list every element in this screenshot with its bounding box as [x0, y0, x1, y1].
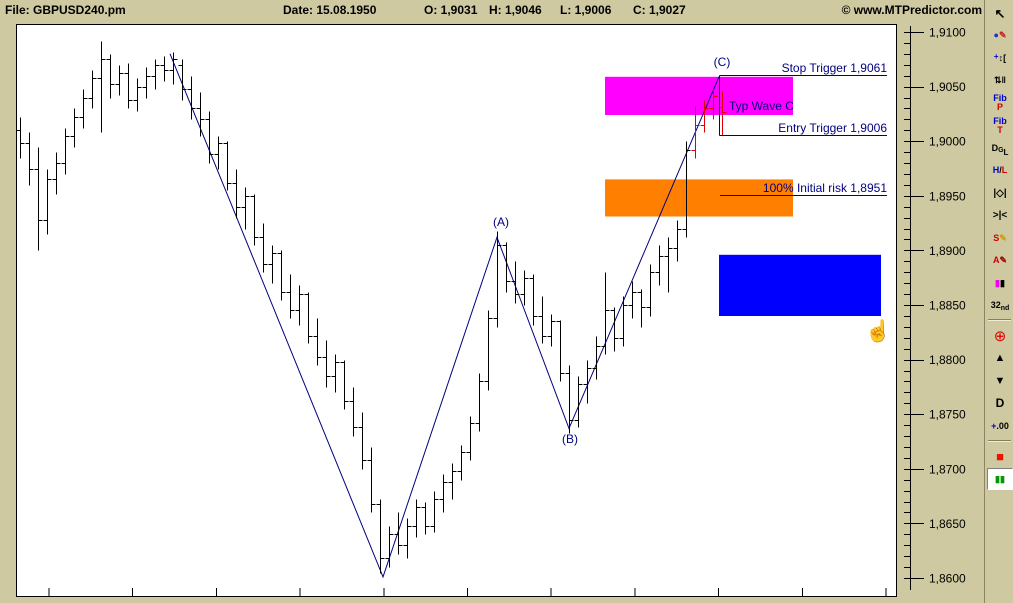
- x-axis-ticks: [48, 588, 887, 596]
- price-bars[interactable]: [16, 41, 691, 574]
- tool-select-button[interactable]: ↖: [987, 2, 1013, 24]
- wave-b-label: (B): [562, 432, 578, 446]
- tool-fib-time-button[interactable]: Fib T: [987, 115, 1013, 137]
- typical-wave-c-zone[interactable]: [605, 76, 793, 115]
- date-label: Date: 15.08.1950: [283, 3, 377, 17]
- tool-high-low-icon: L: [1001, 165, 1008, 175]
- tool-fib-price-button[interactable]: Fib P: [987, 92, 1013, 114]
- tool-expand-vertical-icon: +: [993, 51, 999, 61]
- tool-expand-vertical-icon: ↕: [998, 52, 1004, 63]
- y-axis-major-ticks: [904, 32, 924, 579]
- price-bars-recent[interactable]: [691, 90, 727, 159]
- tool-fib-time-icon: T: [997, 124, 1003, 135]
- tool-scroll-down-button[interactable]: ▼: [987, 370, 1013, 392]
- tool-decimal-button[interactable]: + .00: [987, 415, 1013, 437]
- tool-draw-a-icon: A: [992, 255, 1000, 265]
- tool-select-icon: ↖: [994, 5, 1006, 21]
- entry-trigger-label[interactable]: Entry Trigger 1,9006: [778, 121, 887, 135]
- close-value-label: C: 1,9027: [633, 3, 686, 17]
- file-name-label: File: GBPUSD240.pm: [5, 3, 126, 17]
- tool-scroll-down-icon: ▼: [994, 374, 1006, 387]
- tool-colored-bars-button[interactable]: ▮ ▮: [987, 272, 1013, 294]
- tool-draw-s-icon: ✎: [999, 232, 1007, 243]
- copyright-label: © www.MTPredictor.com: [841, 3, 982, 17]
- y-axis-label: 1,9000: [929, 135, 966, 149]
- y-axis-label: 1,8850: [929, 299, 966, 313]
- tool-shift-bars-button[interactable]: ⇅ ‖: [987, 70, 1013, 92]
- y-axis-label: 1,9050: [929, 80, 966, 94]
- typical-wave-c-label: Typ Wave C: [729, 99, 794, 113]
- tool-draw-a-icon: ✎: [999, 255, 1008, 265]
- tool-stop-icon: ■: [996, 449, 1004, 464]
- tool-colored-bars-icon: ▮: [1000, 277, 1005, 288]
- tool-isolate-bar-icon: |◇|: [993, 187, 1007, 199]
- trade-trigger-lines[interactable]: [719, 75, 888, 196]
- tool-shift-bars-icon: ‖: [1001, 75, 1007, 85]
- toolbar-divider: [988, 319, 1011, 321]
- tool-high-low-button[interactable]: H / L: [987, 160, 1013, 182]
- tool-stop-button[interactable]: ■: [987, 446, 1013, 468]
- y-axis-label: 1,9100: [929, 26, 966, 40]
- tool-dgl-icon: G: [998, 146, 1004, 154]
- tool-crosshair-icon: ⊕: [993, 327, 1007, 345]
- y-axis-minor-ticks: [904, 43, 910, 568]
- tool-expand-vertical-icon: [: [1003, 52, 1007, 63]
- initial-risk-label[interactable]: 100% Initial risk 1,8951: [762, 181, 887, 195]
- tool-dgl-icon: L: [1003, 147, 1009, 157]
- y-axis-label: 1,8750: [929, 408, 966, 422]
- open-value-label: O: 1,9031: [424, 3, 478, 17]
- y-axis-label: 1,8700: [929, 462, 966, 476]
- tool-green-bars-icon: ▮▮: [995, 473, 1005, 484]
- tool-draw-s-icon: S: [993, 232, 1000, 243]
- tool-compress-bars-icon: >|<: [992, 210, 1008, 221]
- tool-elliott-scan-icon: ✎: [998, 30, 1007, 40]
- y-axis-label: 1,8800: [929, 353, 966, 367]
- initial-risk-zone[interactable]: [605, 179, 793, 217]
- y-axis-label: 1,8950: [929, 189, 966, 203]
- tool-draw-s-button[interactable]: S ✎: [987, 227, 1013, 249]
- tool-colored-bars-icon: ▮: [995, 277, 1000, 288]
- low-value-label: L: 1,9006: [560, 3, 612, 17]
- tool-dgl-icon: D: [991, 142, 999, 153]
- tool-fib-price-icon: Fib: [993, 93, 1007, 103]
- tool-scroll-up-icon: ▲: [994, 352, 1006, 364]
- tool-daily-icon: D: [995, 396, 1005, 410]
- tool-scroll-up-button[interactable]: ▲: [987, 348, 1013, 370]
- hand-cursor-icon: ☝: [865, 320, 892, 343]
- y-axis-label: 1,8650: [929, 517, 966, 531]
- y-axis-label: 1,8900: [929, 244, 966, 258]
- tool-daily-button[interactable]: D: [987, 393, 1013, 415]
- tool-green-bars-button[interactable]: ▮▮: [987, 468, 1013, 490]
- tool-compress-bars-button[interactable]: >|<: [987, 205, 1013, 227]
- tool-crosshair-button[interactable]: ⊕: [987, 325, 1013, 347]
- tool-fib-price-icon: P: [996, 102, 1003, 112]
- tool-decimal-icon: +: [991, 420, 997, 431]
- wave-c-label: (C): [713, 55, 731, 69]
- chart-header-bar: File: GBPUSD240.pm Date: 15.08.1950 O: 1…: [0, 0, 1013, 22]
- tool-draw-a-button[interactable]: A ✎: [987, 250, 1013, 272]
- high-value-label: H: 1,9046: [489, 3, 542, 17]
- tool-32nds-icon: 32: [990, 300, 1001, 310]
- tool-high-low-icon: H: [992, 165, 1000, 175]
- wave-a-label: (A): [493, 215, 509, 229]
- tool-decimal-icon: .00: [996, 420, 1009, 431]
- profit-target-zone[interactable]: [719, 254, 881, 316]
- tool-elliott-scan-icon: ●: [993, 30, 999, 40]
- stop-trigger-label[interactable]: Stop Trigger 1,9061: [781, 61, 887, 75]
- tool-32nds-icon: nd: [1000, 305, 1010, 312]
- tool-elliott-scan-button[interactable]: ● ✎: [987, 25, 1013, 47]
- tool-expand-vertical-button[interactable]: + ↕[: [987, 47, 1013, 69]
- tool-shift-bars-icon: ⇅: [993, 75, 1002, 85]
- tool-fib-time-icon: Fib: [993, 115, 1007, 126]
- tool-isolate-bar-button[interactable]: |◇|: [987, 182, 1013, 204]
- tool-high-low-icon: /: [999, 165, 1002, 175]
- y-axis-label: 1,8600: [929, 572, 966, 586]
- toolbar-divider: [988, 439, 1011, 442]
